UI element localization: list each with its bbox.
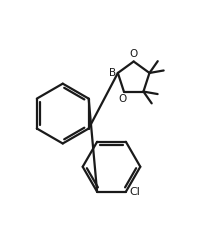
Text: Cl: Cl (129, 187, 140, 197)
Text: O: O (119, 94, 127, 104)
Text: O: O (130, 49, 138, 59)
Text: B: B (109, 68, 116, 78)
